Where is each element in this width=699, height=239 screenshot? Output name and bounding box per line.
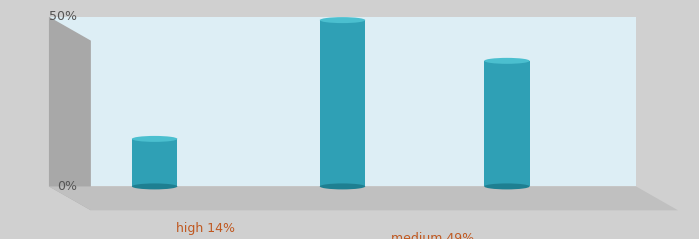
Polygon shape (49, 186, 678, 210)
Ellipse shape (319, 184, 365, 189)
Polygon shape (49, 17, 91, 210)
Bar (132, 139, 178, 186)
Text: medium 49%: medium 49% (391, 232, 475, 239)
Bar (484, 61, 530, 186)
Ellipse shape (132, 136, 178, 142)
Ellipse shape (484, 58, 530, 64)
Ellipse shape (319, 17, 365, 23)
Text: high 14%: high 14% (175, 222, 235, 235)
Ellipse shape (132, 184, 178, 189)
Ellipse shape (484, 184, 530, 189)
Polygon shape (49, 17, 636, 186)
Text: 50%: 50% (49, 10, 77, 23)
Text: 0%: 0% (57, 180, 77, 193)
Bar (319, 20, 366, 186)
